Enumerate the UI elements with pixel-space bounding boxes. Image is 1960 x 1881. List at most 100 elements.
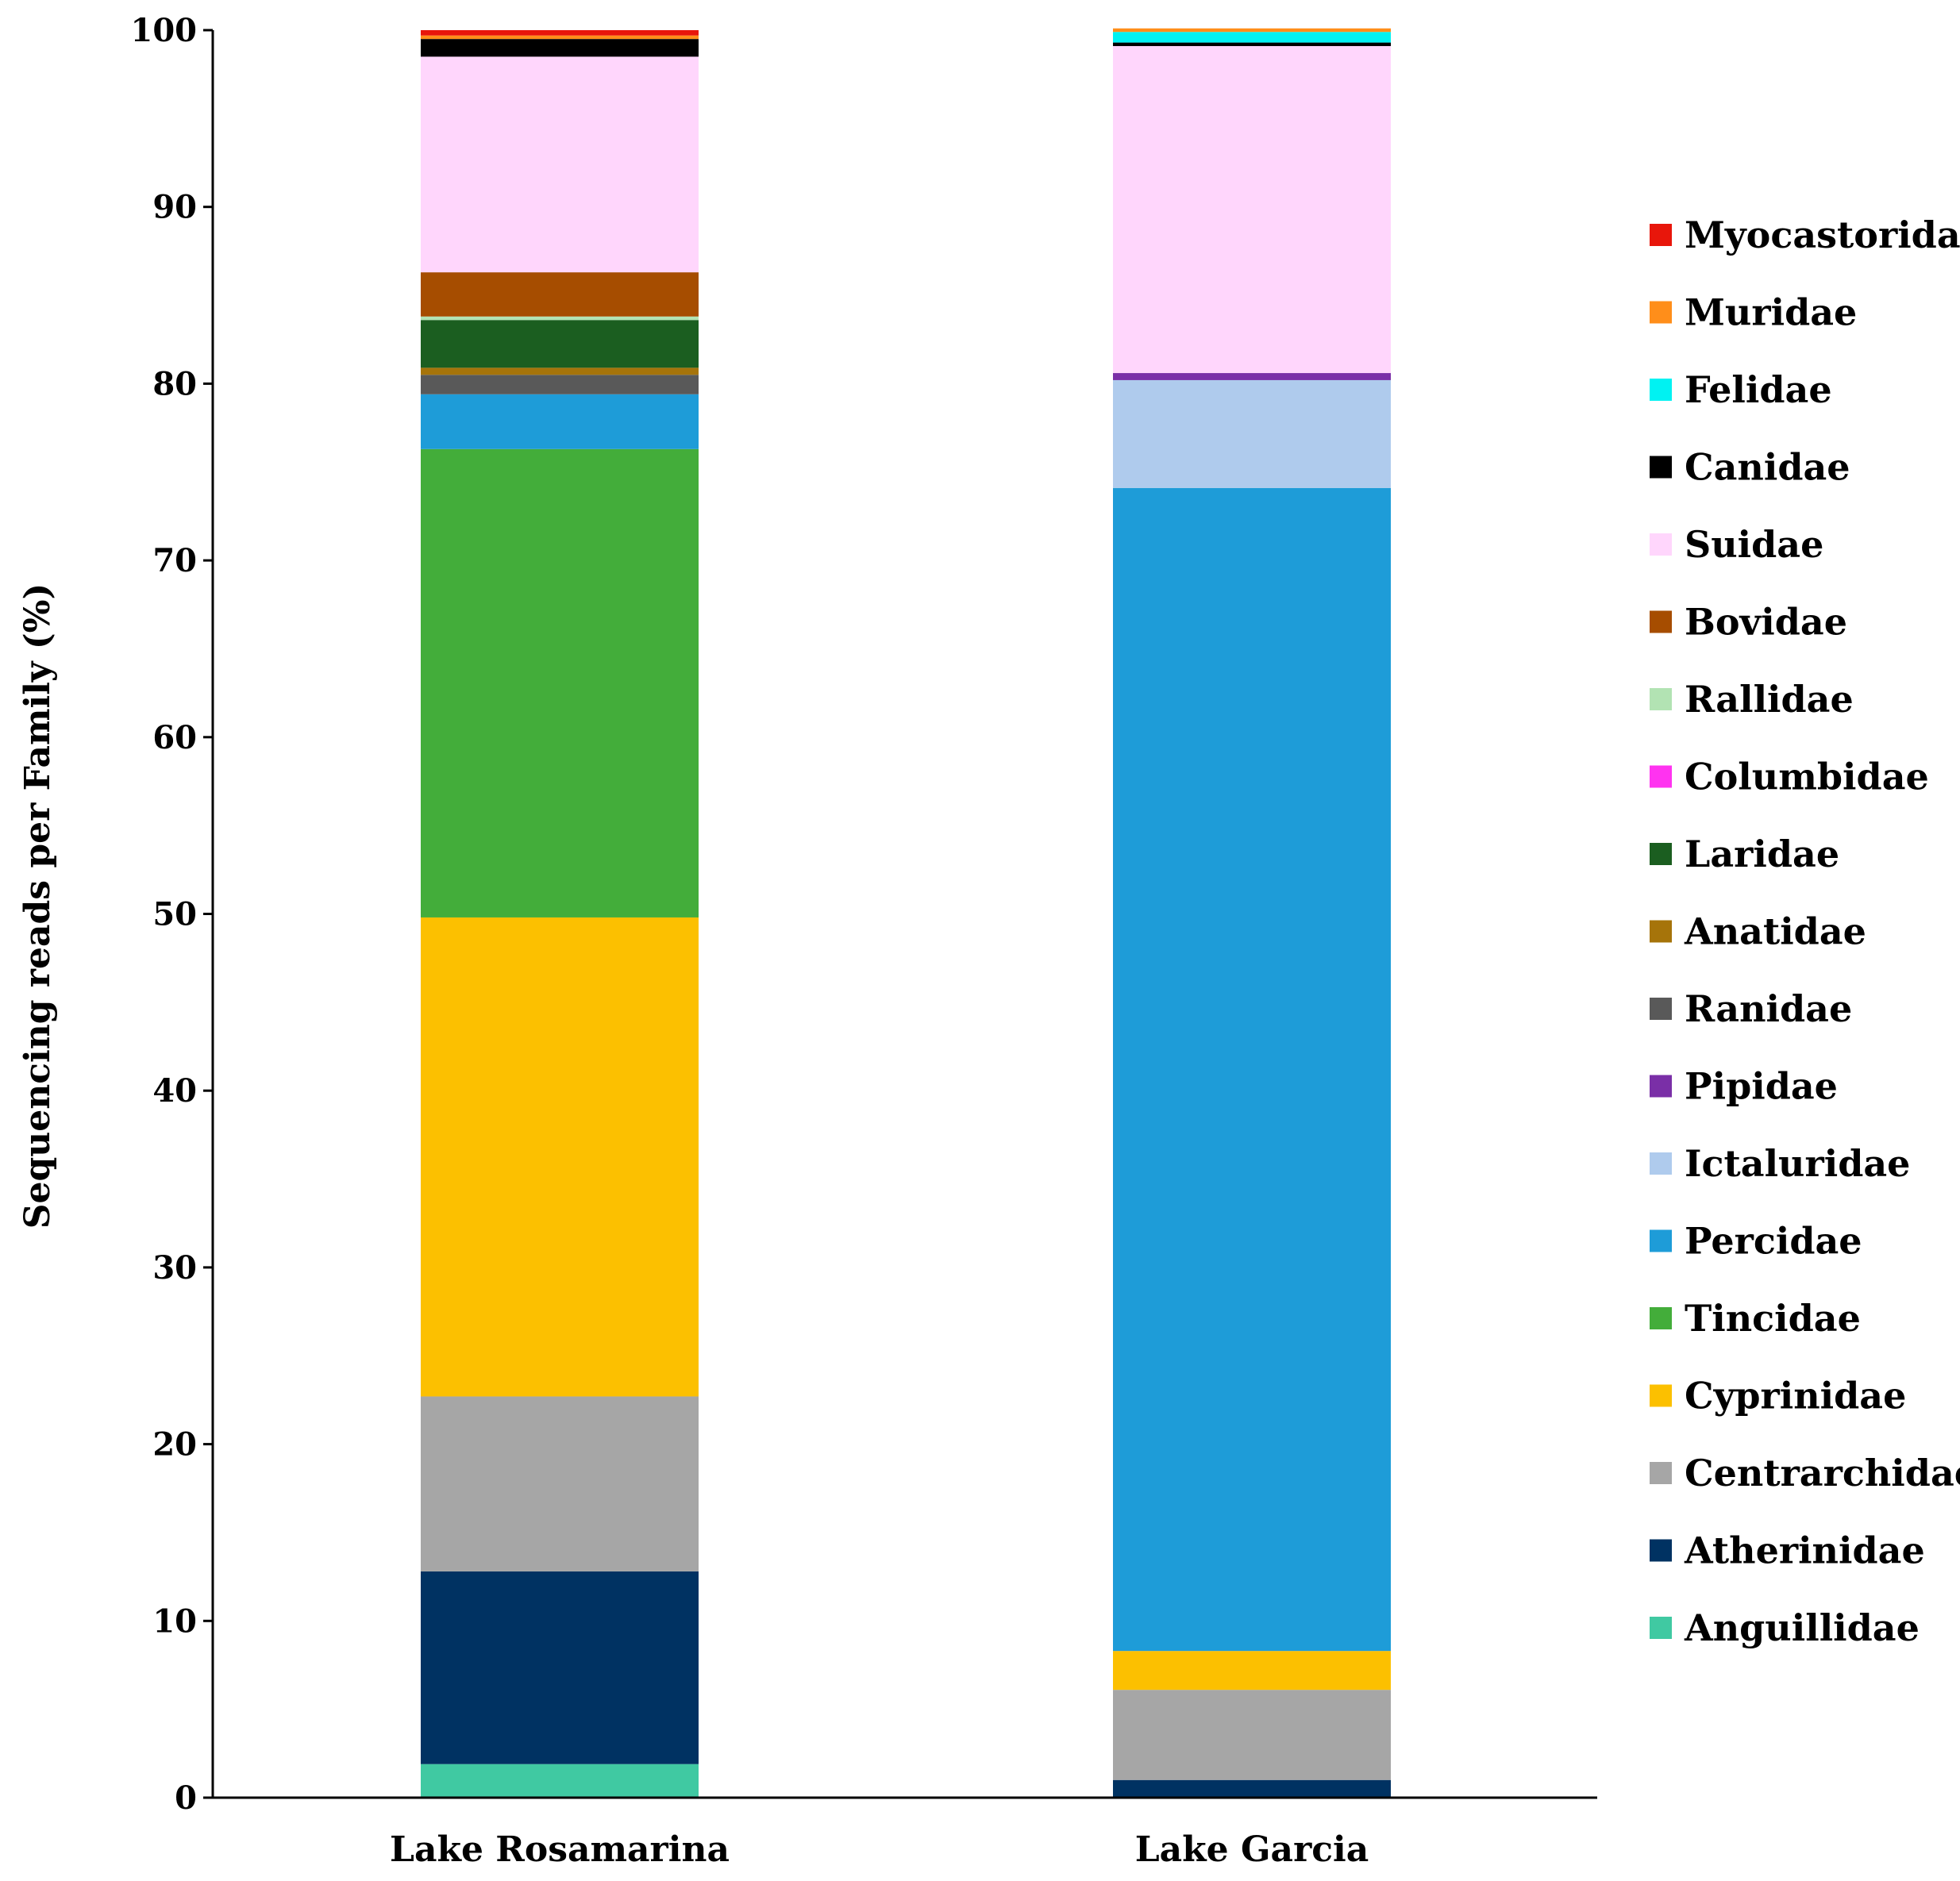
bar-segment-anatidae: [421, 367, 699, 375]
bar-segment-muridae: [1113, 28, 1391, 33]
legend-swatch: [1650, 920, 1672, 943]
legend-item: Centrarchidae: [1650, 1452, 1960, 1494]
bar-segment-ranidae: [421, 375, 699, 394]
x-axis-labels: Lake Rosamarina Lake Garcia: [390, 1829, 1369, 1870]
y-tick-label: 0: [175, 1779, 197, 1817]
legend-swatch: [1650, 379, 1672, 401]
legend-item: Ranidae: [1650, 987, 1852, 1030]
legend-label: Pipidae: [1685, 1065, 1838, 1108]
bar-segment-cyprinidae: [421, 917, 699, 1397]
legend-label: Centrarchidae: [1685, 1452, 1960, 1494]
legend-item: Laridae: [1650, 833, 1839, 875]
legend-item: Rallidae: [1650, 678, 1854, 721]
legend-label: Felidae: [1685, 368, 1832, 411]
legend-swatch: [1650, 998, 1672, 1020]
legend-swatch: [1650, 533, 1672, 556]
y-tick-label: 30: [152, 1249, 197, 1287]
legend-item: Atherinidae: [1650, 1529, 1925, 1572]
y-tick-label: 40: [152, 1072, 197, 1110]
legend-label: Cyprinidae: [1685, 1375, 1906, 1417]
legend-swatch: [1650, 224, 1672, 246]
legend-item: Pipidae: [1650, 1065, 1838, 1108]
legend-label: Ranidae: [1685, 987, 1852, 1030]
legend-swatch: [1650, 688, 1672, 710]
bar-segment-atherinidae: [1113, 1779, 1391, 1798]
legend-swatch: [1650, 1617, 1672, 1639]
y-tick-label: 50: [152, 896, 197, 933]
bar-segment-suidae: [1113, 46, 1391, 374]
bar-segment-canidae: [421, 39, 699, 57]
y-tick-label: 10: [152, 1602, 197, 1640]
legend-item: Anatidae: [1650, 910, 1866, 953]
legend-label: Suidae: [1685, 523, 1823, 566]
legend-item: Percidae: [1650, 1220, 1862, 1263]
bar-segment-percidae: [421, 394, 699, 449]
legend-item: Myocastoridae: [1650, 213, 1960, 256]
y-axis-title: Sequencing reads per Family (%): [17, 583, 58, 1229]
legend-swatch: [1650, 301, 1672, 324]
legend-item: Cyprinidae: [1650, 1375, 1906, 1417]
legend-item: Canidae: [1650, 446, 1850, 489]
legend-item: Suidae: [1650, 523, 1823, 566]
plot-area: [421, 28, 1391, 1798]
legend-swatch: [1650, 765, 1672, 788]
legend-label: Myocastoridae: [1685, 213, 1960, 256]
bar-segment-percidae: [1113, 487, 1391, 1652]
bar-segment-suidae: [421, 56, 699, 273]
bar-stack: [1113, 28, 1391, 1798]
bar-segment-felidae: [1113, 32, 1391, 43]
y-tick-label: 70: [152, 542, 197, 579]
legend: Myocastoridae Muridae Felidae Canidae Suidae…: [1650, 213, 1960, 1649]
bar-segment-cyprinidae: [1113, 1651, 1391, 1691]
bar-segment-laridae: [421, 320, 699, 368]
legend-item: Columbidae: [1650, 756, 1929, 798]
bar-segment-pipidae: [1113, 373, 1391, 380]
legend-swatch: [1650, 1539, 1672, 1562]
legend-item: Felidae: [1650, 368, 1832, 411]
legend-swatch: [1650, 1229, 1672, 1252]
legend-item: Bovidae: [1650, 601, 1847, 644]
legend-label: Bovidae: [1685, 601, 1847, 644]
legend-swatch: [1650, 610, 1672, 633]
legend-swatch: [1650, 1462, 1672, 1484]
legend-label: Anguillidae: [1684, 1606, 1920, 1649]
y-tick-label: 60: [152, 719, 197, 756]
legend-label: Laridae: [1685, 833, 1839, 875]
bar-segment-myocastoridae: [421, 30, 699, 36]
bar-stack: [421, 30, 699, 1798]
legend-label: Tincidae: [1685, 1297, 1861, 1340]
legend-label: Percidae: [1685, 1220, 1862, 1263]
legend-swatch: [1650, 1075, 1672, 1098]
bar-segment-bovidae: [421, 272, 699, 317]
legend-swatch: [1650, 1152, 1672, 1175]
y-tick-label: 80: [152, 365, 197, 402]
bar-segment-atherinidae: [421, 1571, 699, 1764]
legend-swatch: [1650, 843, 1672, 865]
bar-segment-ictaluridae: [1113, 379, 1391, 488]
bar-segment-centrarchidae: [1113, 1690, 1391, 1780]
legend-label: Canidae: [1685, 446, 1850, 489]
legend-swatch: [1650, 1307, 1672, 1329]
legend-item: Ictaluridae: [1650, 1142, 1910, 1185]
y-tick-label: 90: [152, 189, 197, 226]
legend-label: Columbidae: [1685, 756, 1929, 798]
x-category-label: Lake Rosamarina: [390, 1829, 730, 1870]
bar-segment-centrarchidae: [421, 1396, 699, 1571]
legend-label: Muridae: [1685, 291, 1857, 334]
y-axis-ticks: 0 10 20 30 40 50 60 70 80 90 100: [131, 12, 213, 1817]
bar-segment-rallidae: [421, 316, 699, 321]
legend-swatch: [1650, 1384, 1672, 1407]
legend-label: Ictaluridae: [1685, 1142, 1910, 1185]
y-tick-label: 20: [152, 1426, 197, 1464]
legend-swatch: [1650, 456, 1672, 479]
legend-label: Rallidae: [1685, 678, 1854, 721]
legend-item: Anguillidae: [1650, 1606, 1920, 1649]
legend-item: Muridae: [1650, 291, 1857, 334]
legend-label: Anatidae: [1684, 910, 1866, 953]
legend-label: Atherinidae: [1684, 1529, 1925, 1572]
legend-item: Tincidae: [1650, 1297, 1861, 1340]
bar-segment-tincidae: [421, 448, 699, 917]
bar-segment-muridae: [421, 35, 699, 40]
x-category-label: Lake Garcia: [1135, 1829, 1369, 1870]
